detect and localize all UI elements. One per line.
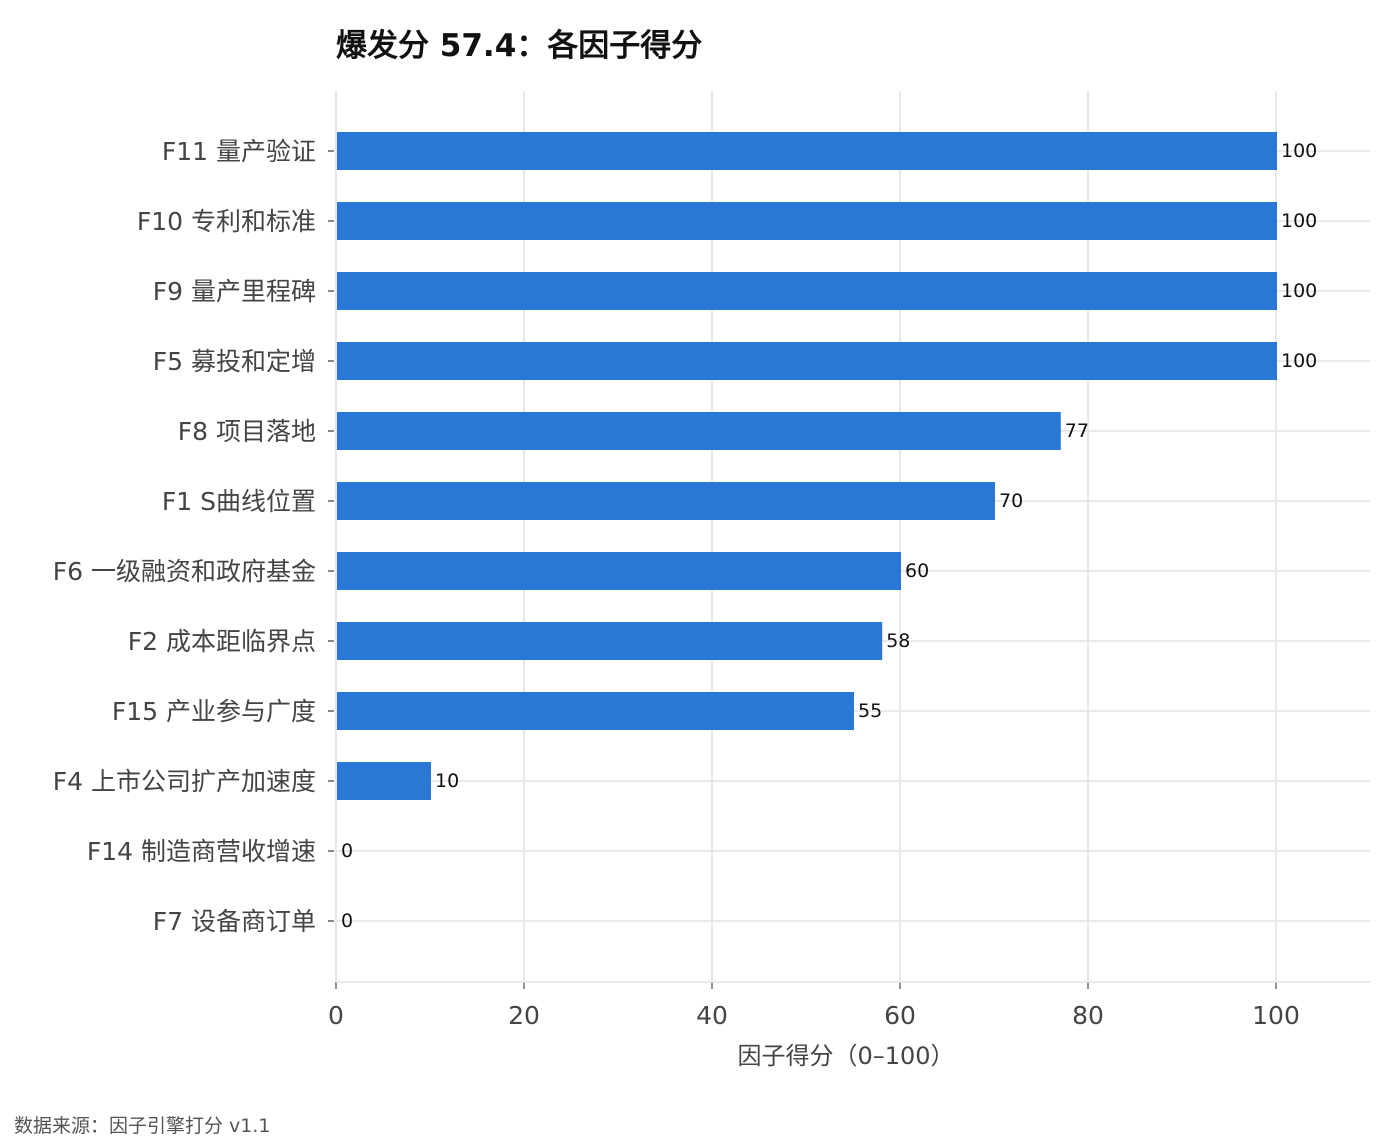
y-tick-label: F1 S曲线位置	[162, 487, 316, 516]
y-tick-label: F9 量产里程碑	[153, 277, 316, 306]
chart-title: 爆发分 57.4：各因子得分	[336, 28, 702, 64]
bar	[337, 132, 1277, 170]
y-tick-label: F7 设备商订单	[153, 907, 316, 936]
x-tick-label: 40	[696, 1001, 728, 1030]
y-tick-label: F6 一级融资和政府基金	[53, 557, 316, 586]
source-note: 数据来源：因子引擎打分 v1.1	[14, 1115, 271, 1137]
bar-value-label: 77	[1065, 420, 1089, 442]
y-tick-label: F4 上市公司扩产加速度	[53, 767, 316, 796]
y-tick-label: F14 制造商营收增速	[87, 837, 316, 866]
bar	[337, 482, 995, 520]
y-tick-label: F2 成本距临界点	[128, 627, 316, 656]
y-tick-label: F15 产业参与广度	[112, 697, 316, 726]
y-tick-label: F10 专利和标准	[137, 207, 316, 236]
x-tick-label: 20	[508, 1001, 540, 1030]
bar-value-label: 100	[1281, 280, 1317, 302]
bar-value-label: 70	[999, 490, 1023, 512]
bar-value-label: 100	[1281, 210, 1317, 232]
bar	[337, 342, 1277, 380]
bar-value-label: 0	[341, 910, 353, 932]
x-axis-label: 因子得分（0–100）	[737, 1042, 954, 1070]
bar-value-label: 58	[886, 630, 910, 652]
bar-value-label: 100	[1281, 350, 1317, 372]
bar-value-label: 60	[905, 560, 929, 582]
y-tick-label: F8 项目落地	[178, 417, 316, 446]
y-tick-label: F5 募投和定增	[153, 347, 316, 376]
bar-value-label: 55	[858, 700, 882, 722]
y-tick-label: F11 量产验证	[162, 137, 316, 166]
bars	[337, 132, 1277, 800]
bar	[337, 412, 1061, 450]
bar	[337, 202, 1277, 240]
bar	[337, 272, 1277, 310]
bar	[337, 622, 883, 660]
bar	[337, 692, 854, 730]
bar-value-label: 10	[435, 770, 459, 792]
x-tick-label: 80	[1072, 1001, 1104, 1030]
x-tick-label: 60	[884, 1001, 916, 1030]
bar-value-label: 0	[341, 840, 353, 862]
bar-value-label: 100	[1281, 140, 1317, 162]
x-tick-label: 100	[1252, 1001, 1300, 1030]
y-tick-labels: F11 量产验证 F10 专利和标准 F9 量产里程碑 F5 募投和定增 F8 项目落地…	[53, 137, 316, 936]
x-tick-label: 0	[328, 1001, 344, 1030]
bar	[337, 552, 901, 590]
bar	[337, 762, 431, 800]
x-tick-labels: 0 20 40 60 80 100	[328, 1001, 1300, 1030]
